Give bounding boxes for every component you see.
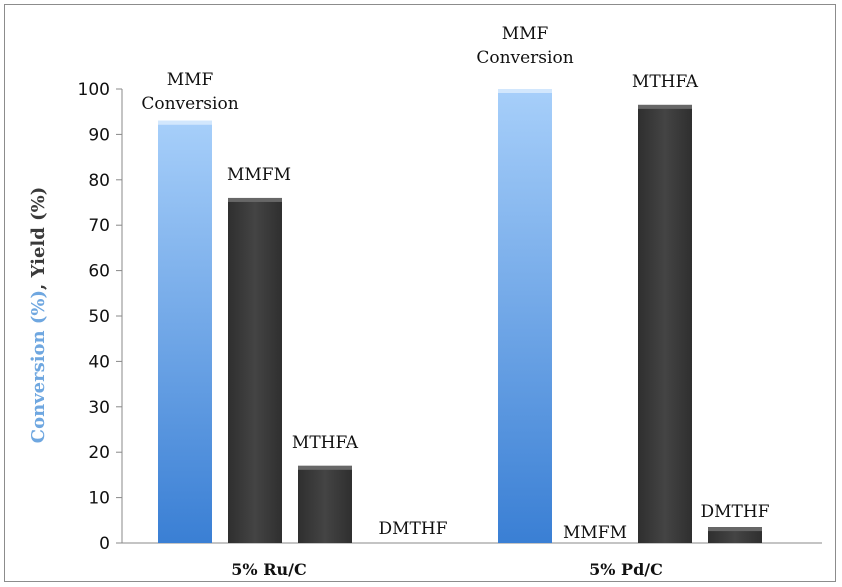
y-tick-label: 50 — [88, 307, 110, 327]
bar-cap — [708, 527, 762, 532]
bar — [638, 104, 692, 543]
x-category-label: 5% Pd/C — [589, 560, 663, 579]
y-axis-label-yield: , Yield (%) — [28, 187, 49, 290]
y-axis-label: Conversion (%), Yield (%) — [28, 187, 49, 443]
bar-data-label: DMTHF — [379, 519, 448, 539]
bar-cap — [228, 197, 282, 202]
y-tick-label: 0 — [99, 534, 110, 554]
bar-data-label: MMF Conversion — [141, 70, 238, 114]
bar-data-label: MTHFA — [632, 72, 699, 92]
bar — [298, 465, 352, 543]
bar — [158, 120, 212, 543]
y-tick-label: 60 — [88, 262, 110, 282]
bar-cap — [298, 465, 352, 470]
bar-cap — [498, 89, 552, 93]
y-tick-label: 80 — [88, 171, 110, 191]
bar-cap — [638, 104, 692, 109]
bar-data-label: MMF Conversion — [476, 24, 573, 68]
x-category-label: 5% Ru/C — [231, 560, 306, 579]
bar — [228, 197, 282, 543]
y-axis-label-conversion: Conversion (%) — [28, 290, 49, 443]
bar — [498, 89, 552, 543]
bar-data-label: MTHFA — [292, 433, 359, 453]
bar-cap — [158, 120, 212, 125]
y-tick-label: 90 — [88, 125, 110, 145]
bar-data-label: MMFM — [227, 165, 291, 185]
y-tick-label: 10 — [88, 489, 110, 509]
bar-data-label: DMTHF — [701, 502, 770, 522]
bar-data-label: MMFM — [563, 523, 627, 543]
y-tick-label: 100 — [78, 80, 110, 100]
y-tick-label: 70 — [88, 216, 110, 236]
y-tick-label: 20 — [88, 443, 110, 463]
y-tick-label: 40 — [88, 352, 110, 372]
y-tick-label: 30 — [88, 398, 110, 418]
chart-frame — [4, 4, 836, 582]
